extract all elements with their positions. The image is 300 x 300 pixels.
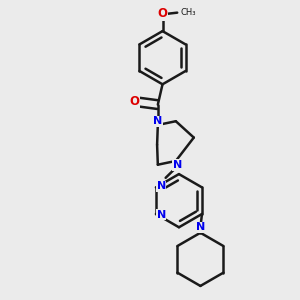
Text: N: N xyxy=(157,182,166,191)
Text: O: O xyxy=(129,95,140,108)
Text: N: N xyxy=(153,116,162,126)
Text: N: N xyxy=(196,222,205,233)
Text: N: N xyxy=(157,210,166,220)
Text: N: N xyxy=(173,160,182,170)
Text: O: O xyxy=(158,8,167,20)
Text: CH₃: CH₃ xyxy=(181,8,196,17)
